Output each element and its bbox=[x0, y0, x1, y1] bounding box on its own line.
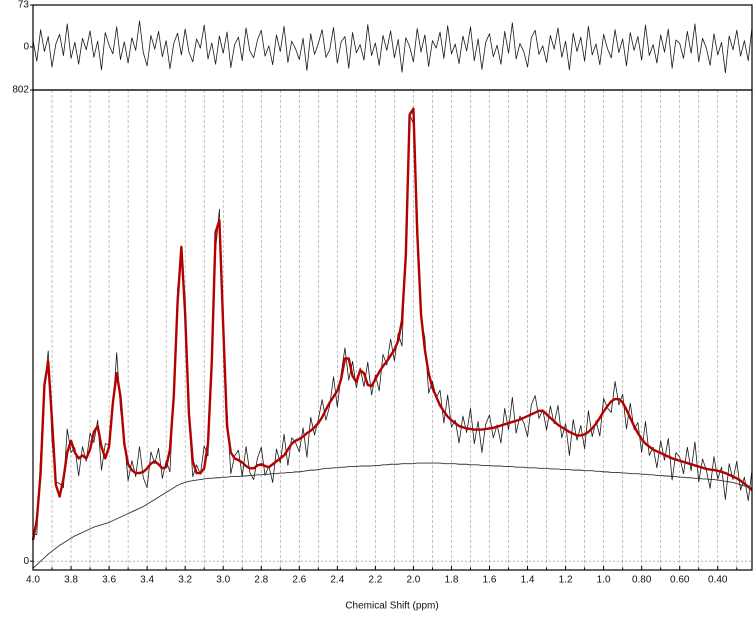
x-tick-label: 0.60 bbox=[670, 575, 690, 586]
series-line bbox=[32, 20, 753, 74]
x-tick-label: 3.4 bbox=[140, 575, 154, 586]
series-line bbox=[31, 107, 753, 541]
x-tick-label: 1.0 bbox=[597, 575, 611, 586]
y-tick-label: 802 bbox=[12, 85, 29, 96]
x-tick-label: 3.0 bbox=[216, 575, 230, 586]
residual-frame bbox=[32, 4, 753, 91]
grid bbox=[32, 90, 752, 570]
x-tick-label: 1.6 bbox=[483, 575, 497, 586]
x-tick-label: 1.8 bbox=[445, 575, 459, 586]
x-tick-label: 1.4 bbox=[521, 575, 535, 586]
plot-lines bbox=[31, 20, 753, 569]
x-tick-label: 2.4 bbox=[330, 575, 344, 586]
x-axis-label: Chemical Shift (ppm) bbox=[345, 601, 438, 612]
x-tick-label: 2.0 bbox=[406, 575, 420, 586]
x-tick-label: 0.40 bbox=[708, 575, 728, 586]
series-line bbox=[32, 113, 753, 536]
x-tick-label: 4.0 bbox=[26, 575, 40, 586]
x-tick-label: 3.2 bbox=[178, 575, 192, 586]
spectrum-frame bbox=[32, 89, 753, 571]
series-line bbox=[32, 462, 753, 569]
x-tick-label: 3.6 bbox=[102, 575, 116, 586]
y-tick-label: 73 bbox=[18, 0, 30, 11]
x-tick-label: 1.2 bbox=[559, 575, 573, 586]
x-tick-label: 0.80 bbox=[632, 575, 652, 586]
x-tick-label: 2.2 bbox=[368, 575, 382, 586]
x-tick-label: 2.6 bbox=[292, 575, 306, 586]
x-tick-label: 3.8 bbox=[64, 575, 78, 586]
x-tick-label: 2.8 bbox=[254, 575, 268, 586]
y-tick-label: 0 bbox=[23, 42, 29, 53]
y-tick-label: 0 bbox=[23, 556, 29, 567]
